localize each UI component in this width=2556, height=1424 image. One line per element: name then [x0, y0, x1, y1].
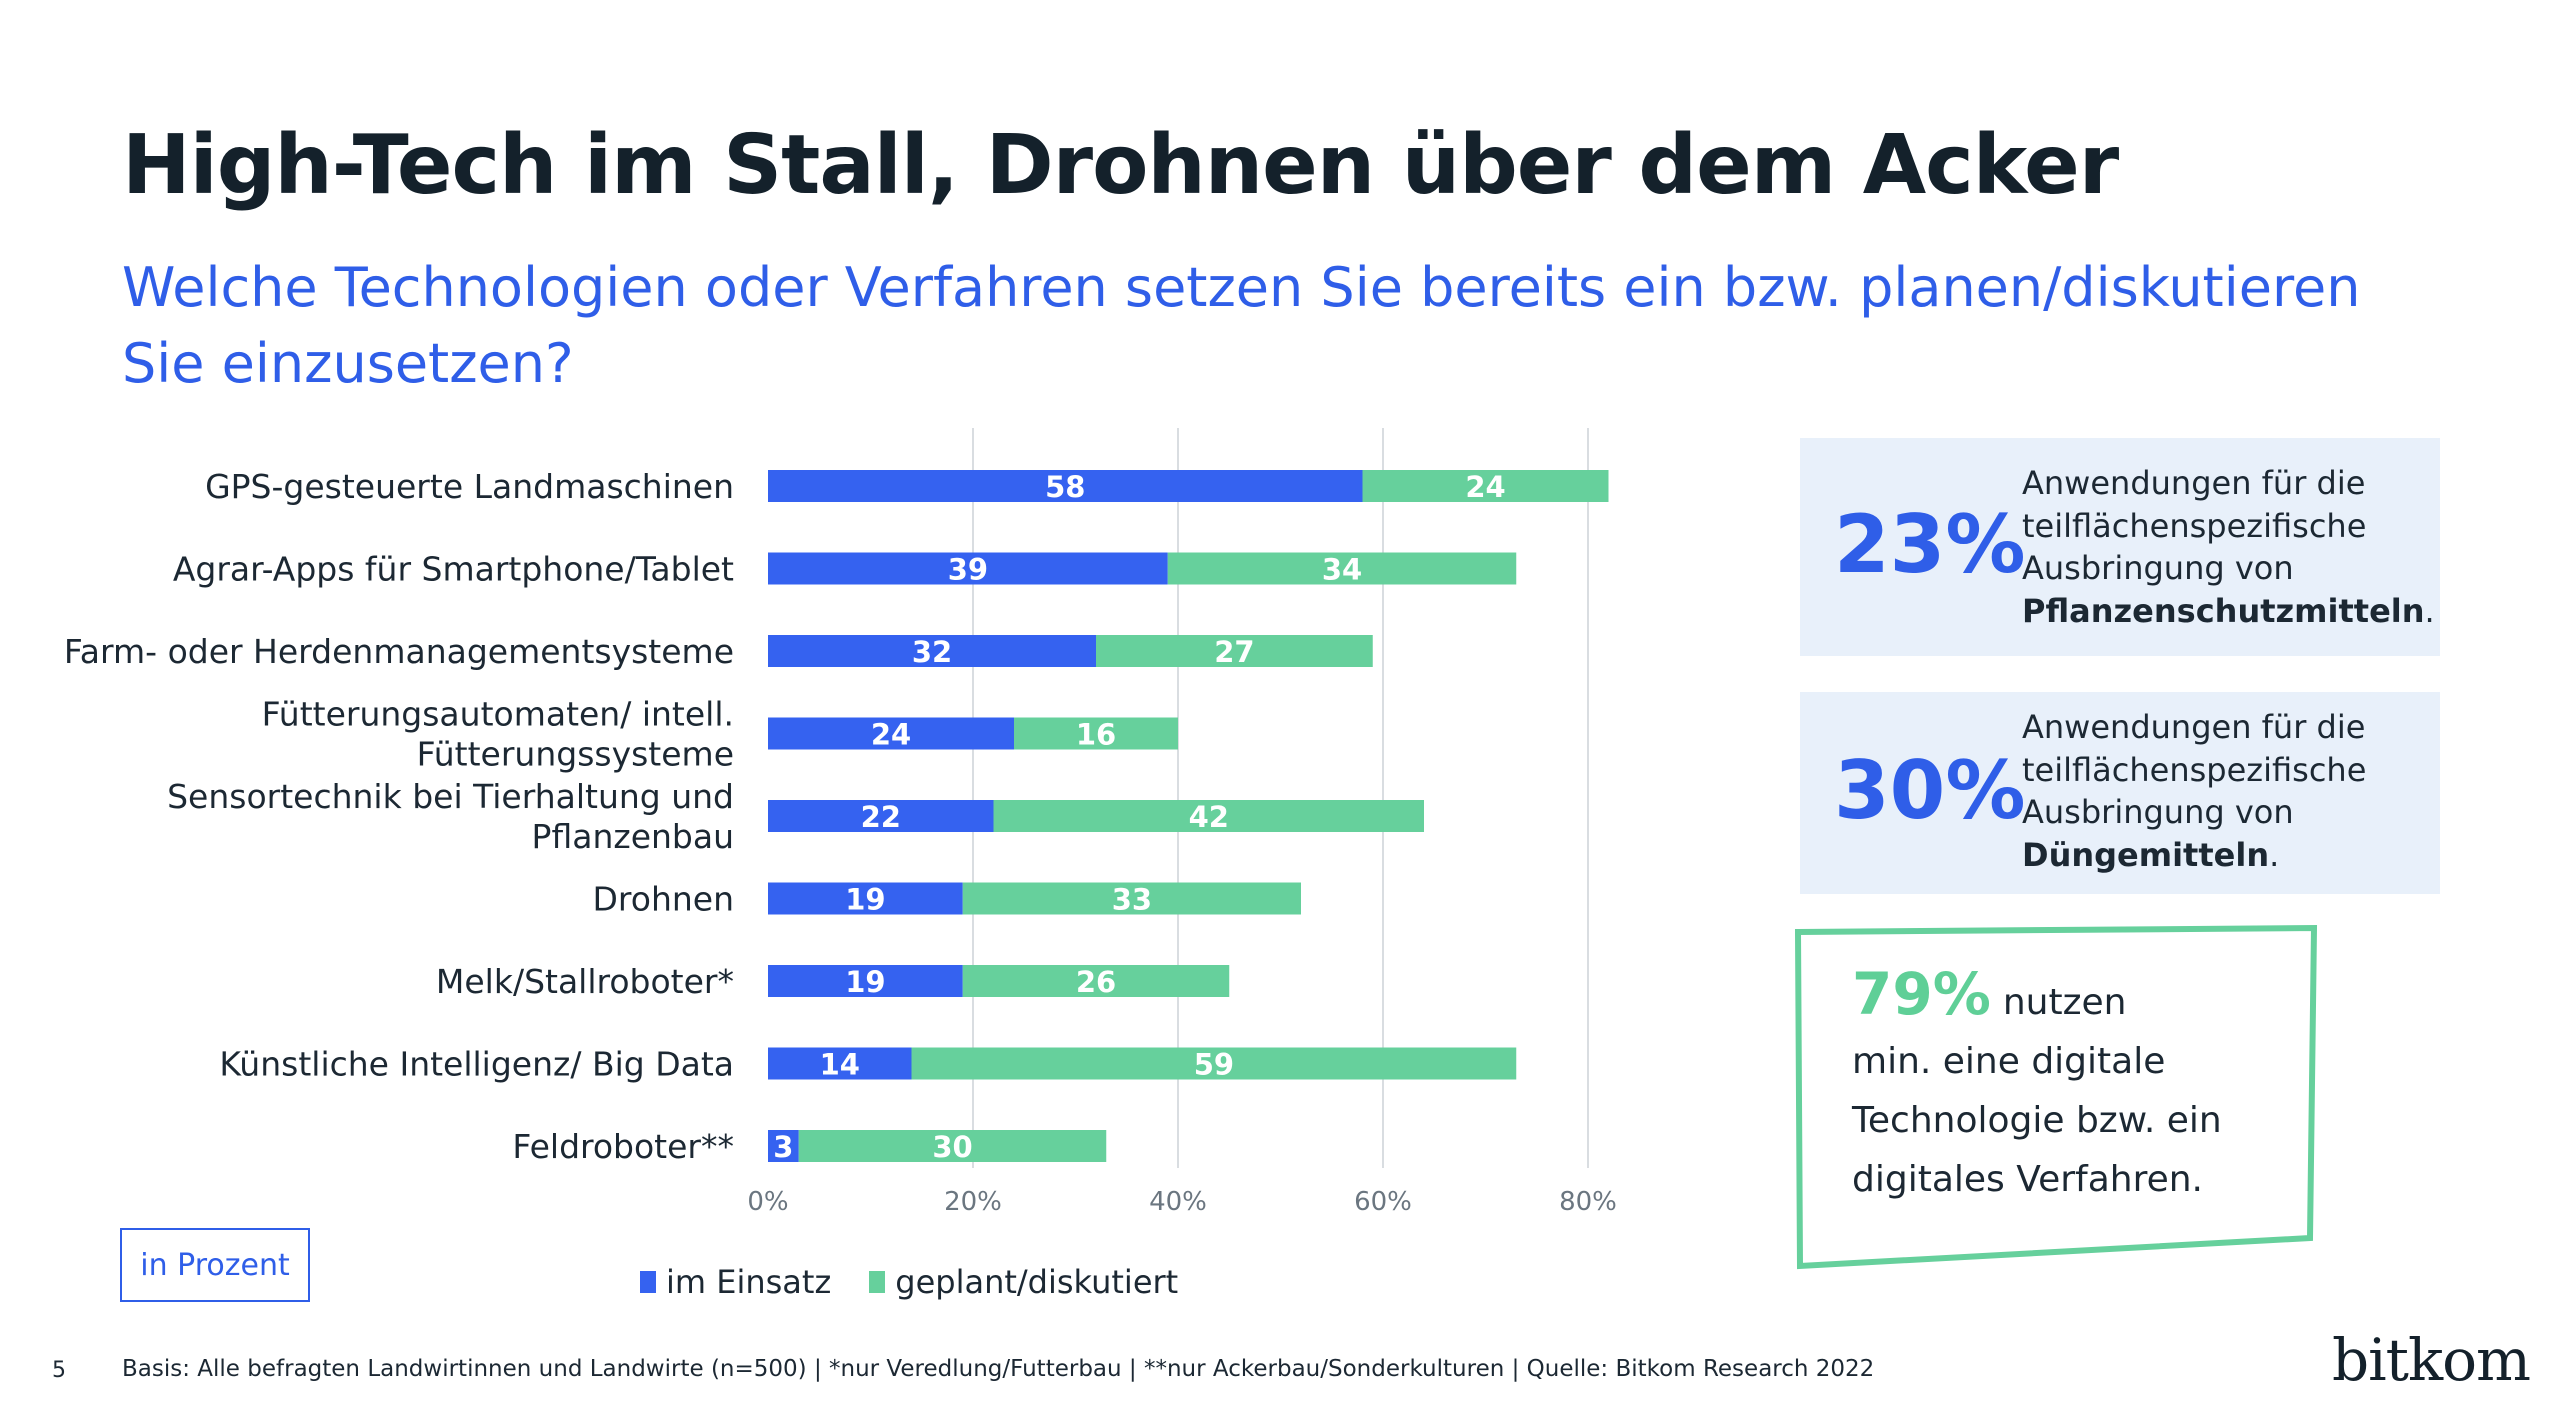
category-label: Drohnen — [593, 880, 735, 919]
stat-value-30: 30% — [1834, 744, 2026, 837]
category-label: Sensortechnik bei Tierhaltung und — [167, 777, 734, 816]
bar-segment-geplant — [798, 1130, 1107, 1162]
bar-value-label: 59 — [1194, 1048, 1234, 1082]
callout-frame — [1794, 924, 2318, 1270]
stat-text-duengemittel: Anwendungen für die teilflächenspezifisc… — [2022, 706, 2432, 876]
callout-value: 79% — [1852, 960, 1991, 1028]
page-title: High-Tech im Stall, Drohnen über dem Ack… — [122, 118, 2119, 213]
bar-segment-geplant — [962, 882, 1301, 915]
bar-segment-geplant — [911, 1047, 1517, 1080]
bar-segment-geplant — [1362, 470, 1609, 502]
bar-segment-geplant — [993, 800, 1424, 832]
legend-swatch-geplant — [869, 1271, 886, 1293]
category-label: Künstliche Intelligenz/ Big Data — [219, 1045, 734, 1084]
bar-segment-geplant — [1167, 552, 1517, 585]
bar-value-label: 16 — [1076, 718, 1116, 752]
footer-source: Basis: Alle befragten Landwirtinnen und … — [122, 1356, 1875, 1382]
bar-value-label: 58 — [1045, 470, 1085, 504]
unit-label-box: in Prozent — [120, 1228, 310, 1302]
callout-text: digitales Verfahren. — [1852, 1159, 2203, 1200]
x-tick-label: 40% — [1149, 1187, 1207, 1217]
bar-segment-geplant — [1096, 635, 1373, 667]
legend-label-im-einsatz: im Einsatz — [666, 1263, 832, 1301]
legend-swatch-im-einsatz — [640, 1271, 656, 1293]
category-label: Agrar-Apps für Smartphone/Tablet — [173, 550, 734, 589]
category-label: Melk/Stallroboter* — [436, 962, 734, 1001]
callout-line: 79% nutzen — [1852, 965, 2292, 1032]
x-tick-label: 80% — [1559, 1187, 1617, 1217]
stat-text-pflanzenschutz: Anwendungen für die teilflächenspezifisc… — [2022, 462, 2435, 633]
bar-segment-im-einsatz — [768, 965, 963, 997]
stat-line: teilflächenspezifische — [2022, 506, 2367, 545]
x-tick-label: 20% — [944, 1187, 1002, 1217]
bar-segment-im-einsatz — [768, 470, 1363, 502]
bar-segment-im-einsatz — [768, 1047, 912, 1080]
stat-line: Düngemitteln. — [2022, 834, 2432, 877]
bar-value-label: 33 — [1112, 883, 1152, 917]
category-label: Fütterungsautomaten/ intell. — [262, 695, 734, 734]
callout-79: 79% nutzen min. eine digitale Technologie… — [1852, 965, 2292, 1209]
bar-value-label: 3 — [773, 1130, 793, 1164]
bar-value-label: 24 — [871, 718, 911, 752]
category-label: Pflanzenbau — [532, 817, 734, 856]
legend-item-im-einsatz: im Einsatz — [640, 1263, 831, 1301]
page-subtitle: Welche Technologien oder Verfahren setze… — [122, 256, 2361, 395]
bar-segment-im-einsatz — [768, 1130, 799, 1162]
bar-value-label: 22 — [861, 800, 901, 834]
bar-value-label: 34 — [1322, 553, 1362, 587]
bar-segment-im-einsatz — [768, 717, 1014, 750]
stat-line: Ausbringung von — [2022, 793, 2294, 831]
bar-value-label: 42 — [1189, 800, 1229, 834]
bar-value-label: 32 — [912, 635, 952, 669]
bar-value-label: 14 — [820, 1048, 860, 1082]
bar-segment-im-einsatz — [768, 552, 1168, 585]
legend-label-geplant: geplant/diskutiert — [895, 1263, 1179, 1301]
stat-bold-term: Düngemitteln — [2022, 835, 2270, 874]
stat-box-pflanzenschutz: 23% Anwendungen für die teilflächenspezi… — [1800, 438, 2440, 656]
bar-value-label: 19 — [845, 883, 885, 917]
bar-segment-im-einsatz — [768, 800, 994, 832]
stat-box-duengemittel: 30% Anwendungen für die teilflächenspezi… — [1800, 692, 2440, 894]
callout-text: nutzen — [2002, 982, 2127, 1023]
bar-value-label: 19 — [845, 965, 885, 999]
page-number: 5 — [52, 1358, 66, 1383]
stat-line: Anwendungen für die — [2022, 464, 2366, 502]
bitkom-logo: bitkom — [2332, 1326, 2531, 1394]
category-label: Fütterungssysteme — [417, 735, 734, 774]
stat-end: . — [2269, 835, 2280, 874]
x-tick-label: 0% — [747, 1187, 788, 1217]
bar-segment-geplant — [1014, 717, 1178, 750]
bar-value-label: 26 — [1076, 965, 1116, 999]
bar-segment-geplant — [962, 965, 1230, 997]
stat-value-23: 23% — [1834, 498, 2026, 591]
bar-segment-im-einsatz — [768, 635, 1096, 667]
bar-value-label: 24 — [1465, 470, 1505, 504]
category-label: Feldroboter** — [512, 1127, 734, 1166]
category-label: GPS-gesteuerte Landmaschinen — [205, 467, 734, 506]
legend-item-geplant: geplant/diskutiert — [869, 1263, 1178, 1301]
stat-line: teilflächenspezifische — [2022, 750, 2367, 789]
bar-value-label: 39 — [948, 553, 988, 587]
unit-label: in Prozent — [140, 1247, 290, 1283]
callout-text: Technologie bzw. ein — [1852, 1100, 2222, 1141]
callout-text: min. eine digitale — [1852, 1041, 2166, 1082]
bar-segment-im-einsatz — [768, 882, 963, 915]
bar-value-label: 30 — [932, 1130, 972, 1164]
chart-legend: im Einsatz geplant/diskutiert — [640, 1262, 1216, 1302]
stacked-bar-chart: 0% 20% 40% 60% 80% GPS-gesteuerte Landmaschin… — [64, 428, 1617, 1217]
stat-line: Pflanzenschutzmitteln. — [2022, 590, 2435, 633]
category-label: Farm- oder Herdenmanagementsysteme — [64, 632, 734, 671]
stat-line: Anwendungen für die — [2022, 708, 2366, 746]
stat-bold-term: Pflanzenschutzmitteln — [2022, 591, 2425, 630]
stat-end: . — [2424, 591, 2435, 630]
stat-line: Ausbringung von — [2022, 549, 2294, 587]
x-tick-label: 60% — [1354, 1187, 1412, 1217]
bar-value-label: 27 — [1214, 635, 1254, 669]
